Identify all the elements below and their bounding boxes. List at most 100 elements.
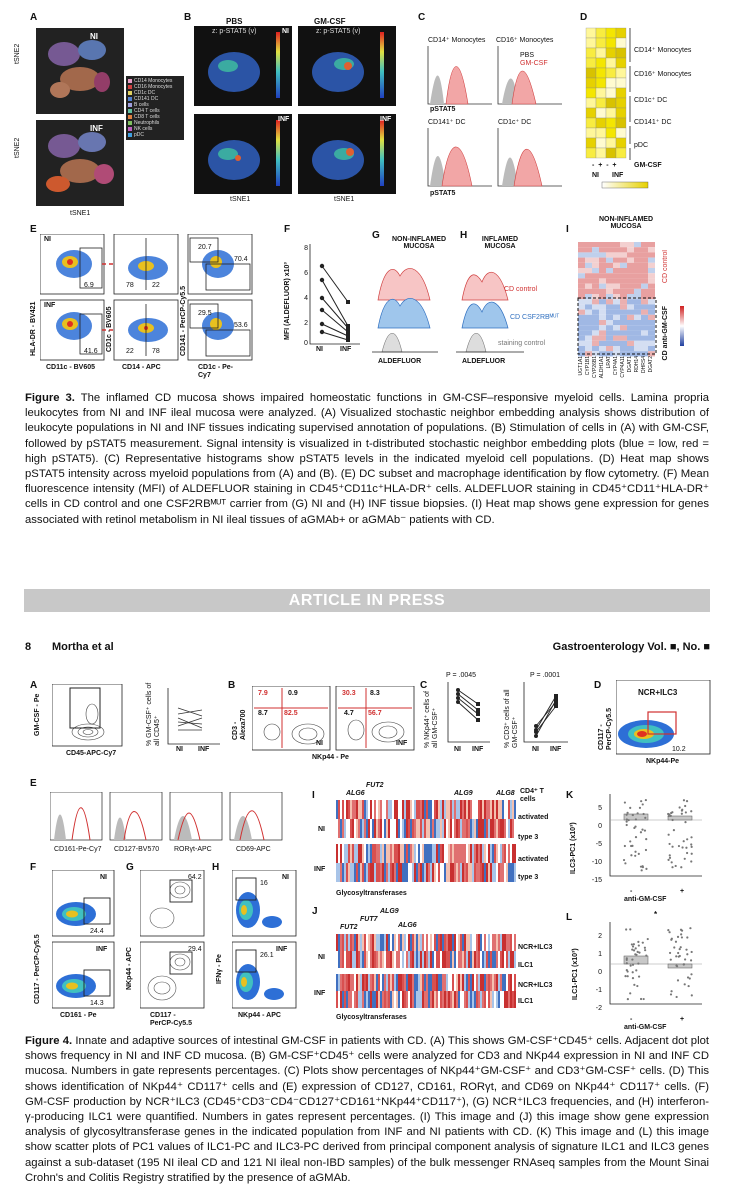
4j-heatmap-cell	[362, 991, 365, 1008]
4i-heatmap-cell	[374, 819, 377, 838]
i-heatmap-cell	[585, 268, 592, 274]
a-legend-swatch	[128, 79, 132, 83]
4j-heatmap-cell	[434, 974, 437, 991]
4j-heatmap-cell	[432, 951, 435, 968]
4i-heatmap-cell	[404, 800, 407, 819]
scatter-point	[678, 948, 681, 951]
4j-heatmap-cell	[370, 991, 373, 1008]
4i-heatmap-cell	[356, 863, 359, 882]
4j-heatmap-cell	[462, 951, 465, 968]
d-heatmap-cell	[615, 147, 627, 159]
4c-ni2: NI	[532, 746, 539, 753]
d-heatmap-cell	[585, 57, 597, 69]
i-heatmap-cell	[606, 340, 613, 346]
4i-heatmap-cell	[372, 800, 375, 819]
i-heatmap-cell	[613, 294, 620, 300]
4j-heatmap-cell	[410, 934, 413, 951]
4i-heatmap-cell	[460, 863, 463, 882]
4i-heatmap-cell	[426, 844, 429, 863]
i-heatmap-cell	[585, 273, 592, 279]
4i-heatmap-cell	[346, 819, 349, 838]
4j-heatmap-cell	[498, 974, 501, 991]
4i-heatmap-cell	[418, 863, 421, 882]
4j-heatmap-cell	[374, 974, 377, 991]
i-heatmap-cell	[613, 268, 620, 274]
4j-heatmap-cell	[386, 951, 389, 968]
i-heatmap-cell	[648, 257, 655, 263]
4i-heatmap-cell	[350, 819, 353, 838]
4b-q4: 82.5	[284, 710, 298, 717]
4j-heatmap-cell	[448, 991, 451, 1008]
f-ylabel: MFI (ALDEFLUOR) x10³	[284, 262, 291, 340]
4j-heatmap-cell	[354, 951, 357, 968]
4j-heatmap-cell	[374, 934, 377, 951]
i-heatmap-cell	[620, 320, 627, 326]
d-heatmap-cell	[605, 37, 617, 49]
4j-heatmap-cell	[382, 951, 385, 968]
a-legend-item: NK cells	[128, 126, 182, 132]
scatter-point	[670, 990, 673, 993]
4c-ni1: NI	[454, 746, 461, 753]
scatter-point	[672, 829, 676, 832]
a-legend-swatch	[128, 133, 132, 137]
panel-label-4a: A	[30, 680, 38, 691]
4i-heatmap-cell	[508, 844, 511, 863]
i-heatmap-cell	[606, 262, 613, 268]
e-v9: 29.5	[198, 310, 212, 317]
4i-heatmap-cell	[400, 800, 403, 819]
scatter-point	[676, 979, 680, 982]
4e-label-cd161: CD161-Pe-Cy7	[54, 846, 102, 853]
i-heatmap-cell	[620, 268, 627, 274]
scatter-point	[667, 814, 670, 818]
i-heatmap-cell	[620, 278, 627, 284]
4i-heatmap-cell	[424, 863, 427, 882]
b-z-label-2: z: p-STAT5 (v)	[316, 28, 361, 35]
4j-heatmap-cell	[514, 991, 516, 1008]
b-gmcsf: GM-CSF	[314, 17, 346, 26]
a-legend-swatch	[128, 91, 132, 95]
gh-histograms	[372, 268, 524, 353]
i-heatmap-cell	[648, 314, 655, 320]
4j-heatmap-cell	[410, 974, 413, 991]
4j-heatmap-cell	[382, 991, 385, 1008]
4j-heatmap-cell	[428, 974, 431, 991]
i-heatmap-cell	[585, 346, 592, 352]
4c-p1: P = .0045	[446, 672, 477, 679]
4j-heatmap-cell	[484, 934, 487, 951]
scatter-point	[688, 977, 691, 980]
i-heatmap-cell	[648, 262, 655, 268]
4j-heatmap-cell	[386, 974, 389, 991]
4i-heatmap-cell	[474, 844, 477, 863]
4i-heatmap-cell	[464, 819, 467, 838]
4i-heatmap-cell	[490, 819, 493, 838]
4i-heatmap-cell	[392, 844, 395, 863]
d-heatmap-cell	[595, 87, 607, 99]
4i-heatmap-cell	[340, 819, 343, 838]
i-heatmap-cell	[627, 340, 634, 346]
scatter-point	[631, 958, 634, 961]
4i-heatmap-cell	[388, 800, 391, 819]
scatter-point	[669, 814, 672, 817]
f-tick-2: 2	[304, 320, 308, 327]
4i-heatmap-cell	[458, 800, 461, 819]
4i-heatmap-cell	[472, 863, 475, 882]
4j-heatmap-cell	[442, 934, 445, 951]
4j-heatmap-cell	[382, 974, 385, 991]
4j-heatmap-cell	[354, 991, 357, 1008]
4j-heatmap-cell	[494, 991, 497, 1008]
4j-heatmap-cell	[438, 951, 441, 968]
scatter-point	[641, 828, 644, 831]
i-heatmap-cell	[641, 278, 648, 284]
4i-heatmap-cell	[474, 800, 477, 819]
4j-heatmap-cell	[430, 991, 433, 1008]
4j-heatmap-cell	[446, 951, 449, 968]
a-legend-label: B cells	[134, 102, 149, 108]
d-heatmap-cell	[585, 47, 597, 59]
4i-heatmap-cell	[424, 819, 427, 838]
4i-heatmap-cell	[500, 844, 503, 863]
4j-heatmap-cell	[488, 974, 491, 991]
4i-heatmap-cell	[484, 863, 487, 882]
4j-heatmap-cell	[336, 951, 339, 968]
4i-heatmap-cell	[354, 844, 357, 863]
4j-fut2: FUT2	[340, 924, 358, 931]
